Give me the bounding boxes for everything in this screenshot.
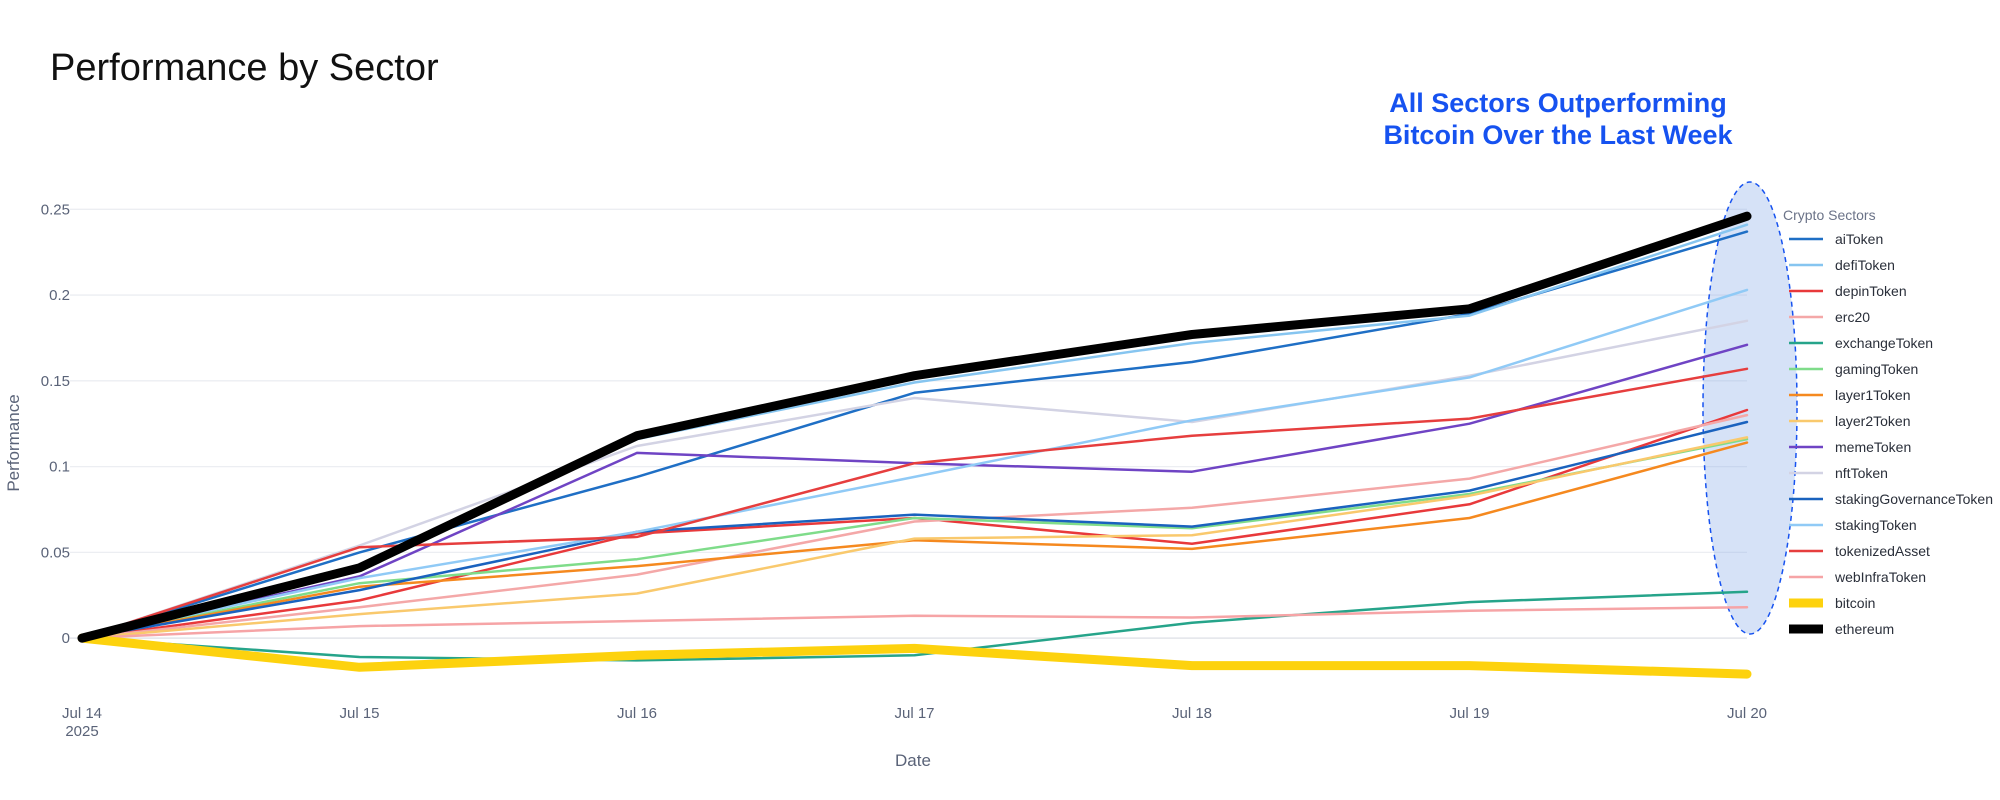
legend-label: layer1Token [1835, 387, 1911, 403]
series-line-aiToken [80, 230, 1749, 640]
legend-label: memeToken [1835, 439, 1911, 455]
highlight-ellipse-group [1702, 181, 1798, 635]
legend-label: stakingGovernanceToken [1835, 491, 1993, 507]
y-tick-label: 0 [62, 630, 70, 647]
series-line-ethereum [77, 211, 1752, 643]
legend-label: layer2Token [1835, 413, 1911, 429]
y-tick-label: 0.15 [41, 373, 70, 390]
y-axis-title: Performance [4, 394, 23, 491]
legend-title: Crypto Sectors [1783, 207, 1876, 223]
legend-label: erc20 [1835, 309, 1870, 325]
x-tick-label: Jul 16 [617, 705, 657, 722]
x-tick-label: Jul 18 [1172, 705, 1212, 722]
x-axis-title: Date [895, 751, 931, 770]
y-tick-label: 0.1 [49, 459, 70, 476]
series-line-depinToken [80, 408, 1749, 640]
series-line-stakingGovernanceToken [80, 420, 1749, 640]
series-line-exchangeToken [80, 590, 1749, 662]
legend-label: bitcoin [1835, 595, 1875, 611]
x-tick-label: Jul 17 [894, 705, 934, 722]
chart-title: Performance by Sector [50, 47, 439, 89]
legend-label: ethereum [1835, 621, 1894, 637]
x-tick-label: Jul 20 [1727, 705, 1767, 722]
y-tick-label: 0.2 [49, 287, 70, 304]
legend-label: webInfraToken [1834, 569, 1926, 585]
series-lines [77, 211, 1752, 679]
series-line-nftToken [80, 319, 1749, 640]
series-line-bitcoin [77, 633, 1752, 679]
annotation-line-2: Bitcoin Over the Last Week [1383, 120, 1733, 150]
series-line-erc20 [80, 413, 1749, 640]
legend-label: defiToken [1835, 257, 1895, 273]
y-axis-ticks: 0 0.05 0.1 0.15 0.2 0.25 [41, 201, 70, 647]
series-line-layer2Token [80, 436, 1749, 640]
y-tick-label: 0.25 [41, 201, 70, 218]
legend-label: gamingToken [1835, 361, 1918, 377]
y-tick-label: 0.05 [41, 544, 70, 561]
chart-annotation: All Sectors Outperforming Bitcoin Over t… [1383, 88, 1733, 150]
annotation-line-1: All Sectors Outperforming [1389, 88, 1727, 118]
legend-label: tokenizedAsset [1835, 543, 1930, 559]
x-tick-label: Jul 15 [339, 705, 379, 722]
grid-lines [70, 208, 1747, 639]
x-tick-label: Jul 19 [1449, 705, 1489, 722]
x-tick-label: Jul 14 [62, 705, 102, 722]
legend-label: stakingToken [1835, 517, 1917, 533]
legend-label: depinToken [1835, 283, 1907, 299]
legend-label: aiToken [1835, 231, 1883, 247]
x-year-label: 2025 [65, 723, 98, 740]
legend-label: nftToken [1835, 465, 1888, 481]
series-line-tokenizedAsset [80, 367, 1749, 640]
series-line-layer1Token [80, 441, 1749, 640]
series-line-stakingToken [80, 288, 1749, 640]
highlight-ellipse [1702, 181, 1798, 635]
series-line-webInfraToken [80, 605, 1749, 640]
legend: Crypto Sectors aiToken defiToken depinToke… [1783, 207, 1993, 637]
series-line-gamingToken [80, 437, 1749, 640]
legend-label: exchangeToken [1835, 335, 1933, 351]
x-axis-ticks: Jul 14 Jul 15 Jul 16 Jul 17 Jul 18 Jul 19 Jul … [62, 705, 1767, 740]
